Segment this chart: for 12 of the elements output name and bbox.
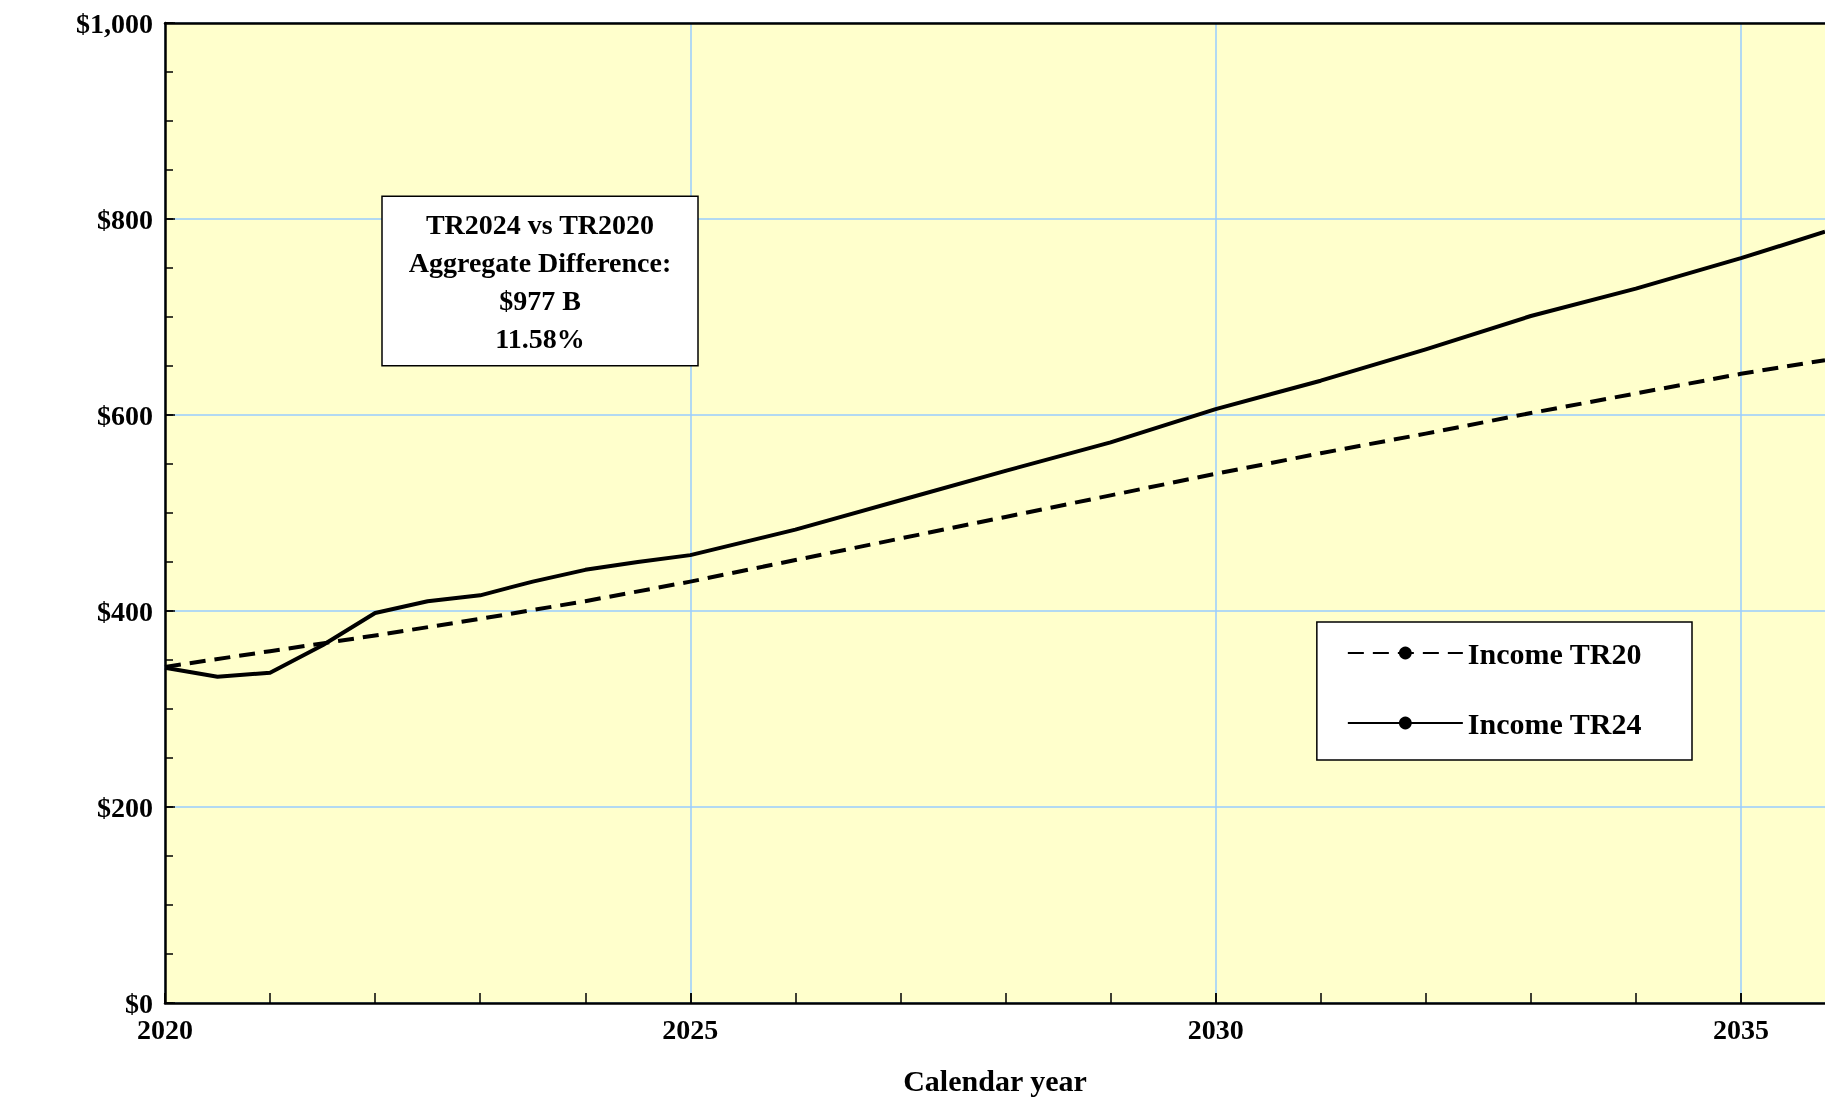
legend-label: Income TR24 [1467, 706, 1642, 740]
x-axis-title: Calendar year [903, 1063, 1087, 1097]
x-tick-label: 2025 [662, 1013, 719, 1045]
annotation: TR2024 vs TR2020 Aggregate Difference: $977 B 11.58% [408, 208, 672, 354]
y-tick-label: $400 [97, 595, 153, 627]
legend-label: Income TR20 [1467, 636, 1642, 670]
y-tick-label: $1,000 [76, 7, 153, 39]
y-tick-label: $600 [97, 399, 153, 431]
y-tick-label: $800 [97, 203, 153, 235]
x-tick-label: 2035 [1712, 1013, 1769, 1045]
y-tick-label: $200 [97, 791, 153, 823]
x-tick-label: 2030 [1187, 1013, 1244, 1045]
